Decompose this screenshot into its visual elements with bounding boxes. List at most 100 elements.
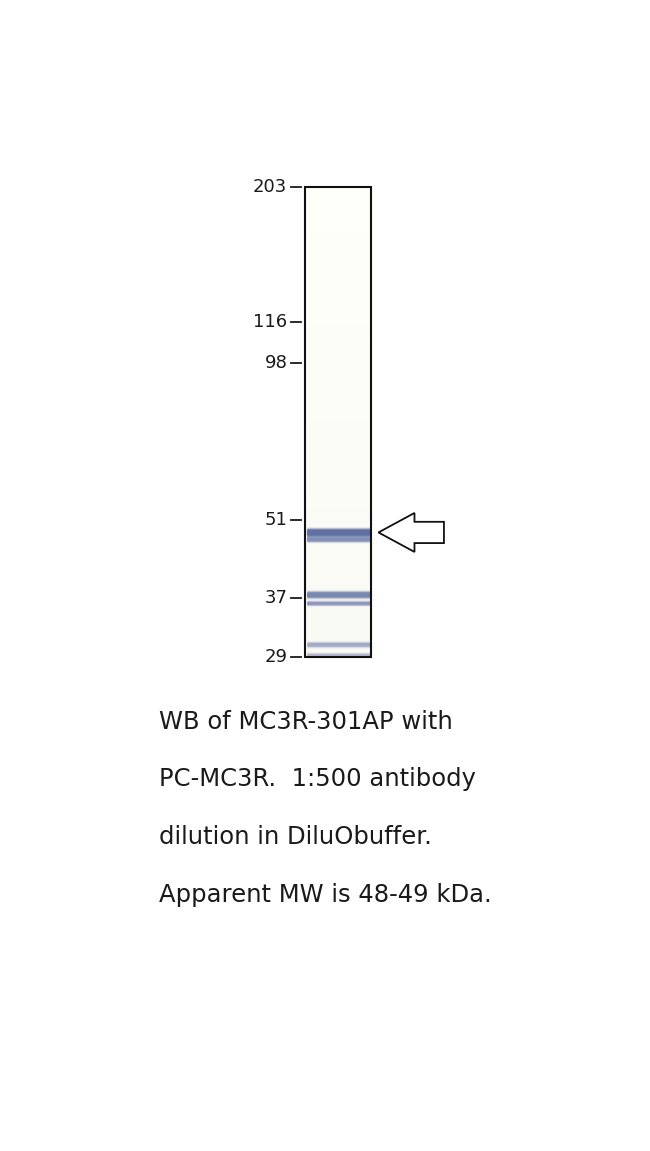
Bar [306,419,371,420]
Bar [306,571,371,572]
Bar [306,500,371,502]
Bar [306,497,371,498]
Bar [306,544,371,546]
Bar [306,436,371,437]
Bar [306,516,371,517]
Bar [306,589,371,590]
Bar [306,193,371,195]
Bar [306,639,371,641]
Bar [306,414,371,416]
Bar [306,319,371,320]
Bar [306,323,371,325]
Bar [306,399,371,402]
Bar [306,472,371,473]
Bar [306,520,371,521]
Text: PC-MC3R.  1:500 antibody: PC-MC3R. 1:500 antibody [159,768,476,792]
Bar [306,508,371,510]
Bar [306,453,371,455]
Bar [306,441,371,442]
Bar [306,514,371,516]
Bar [306,628,371,630]
Bar [306,478,371,480]
Bar [306,439,371,441]
Bar [306,380,371,381]
Bar [306,566,371,567]
Bar [306,447,371,449]
Bar [306,224,371,226]
Bar [306,417,371,419]
Bar [306,616,371,617]
Bar [306,588,371,589]
Bar [306,307,371,308]
Bar [306,494,371,495]
Bar [306,213,371,215]
Bar [306,277,371,280]
Bar [306,186,371,189]
Bar [306,480,371,481]
Bar [306,486,371,488]
Bar [306,212,371,213]
Bar [306,190,371,191]
Bar [306,637,371,638]
Bar [306,442,371,443]
Bar [306,252,371,254]
Bar [306,321,371,323]
Bar [306,495,371,497]
Bar [306,394,371,395]
Bar [306,220,371,221]
Bar [306,539,371,541]
Bar [306,221,371,223]
Bar [306,356,371,358]
Bar [306,467,371,468]
Bar [306,555,371,556]
Bar [306,371,371,372]
Bar [306,342,371,343]
Bar [306,275,371,276]
Bar [306,233,371,234]
Bar [306,597,371,599]
Bar [306,228,371,229]
Bar [306,443,371,445]
Bar [306,434,371,436]
Bar [306,281,371,282]
Bar [306,325,371,326]
Bar [306,634,371,637]
Bar [306,382,371,384]
Bar [306,381,371,382]
Bar [306,420,371,421]
Bar [306,353,371,355]
Bar [306,345,371,346]
Bar [306,608,371,610]
Bar [306,372,371,373]
Bar [306,533,371,534]
Bar [306,416,371,417]
Bar [306,641,371,642]
Bar [306,211,371,212]
Bar [306,223,371,224]
Bar [306,536,371,538]
Bar [306,512,371,514]
Bar [306,437,371,439]
Bar [306,550,371,551]
Bar [306,237,371,238]
Bar [306,273,371,275]
Text: Apparent MW is 48-49 kDa.: Apparent MW is 48-49 kDa. [159,883,492,907]
Bar [306,619,371,620]
Bar [306,525,371,527]
Bar [306,238,371,241]
Bar [306,605,371,607]
Bar [306,459,371,460]
Bar [306,216,371,219]
Bar [306,519,371,520]
Bar [306,590,371,593]
Bar [306,246,371,247]
Bar [306,264,371,265]
Bar [306,502,371,503]
Bar [306,632,371,633]
Bar [306,206,371,207]
Bar [306,594,371,595]
Bar [306,358,371,359]
Bar [306,311,371,312]
Bar [306,226,371,228]
Bar [306,521,371,524]
